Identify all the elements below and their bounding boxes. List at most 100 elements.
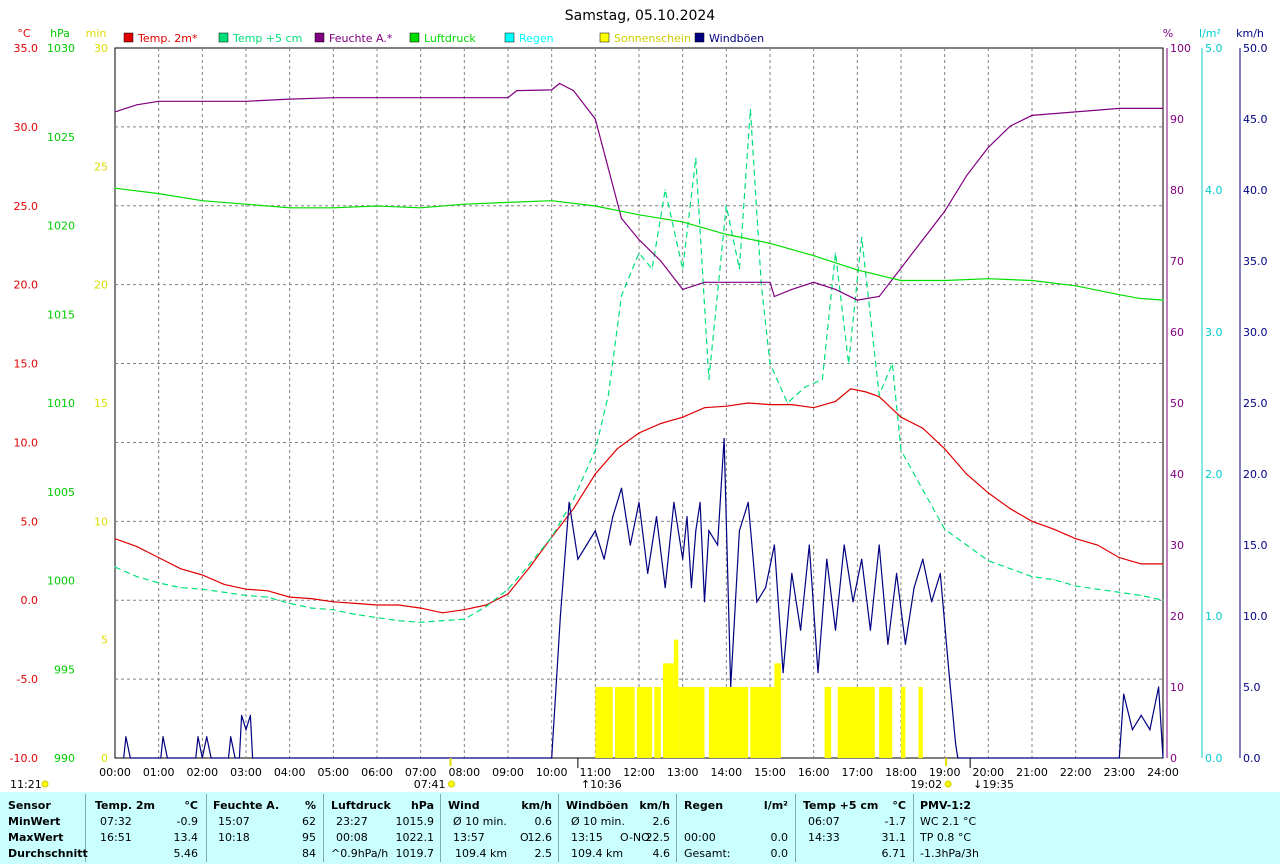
temp5-value: -1.7 <box>884 815 906 828</box>
time-tick-label: 06:00 <box>361 766 393 779</box>
row-label: MinWert <box>8 815 61 828</box>
temp-tick-label: 35.0 <box>14 42 39 55</box>
data-point <box>129 757 131 759</box>
pmv-value: -1.3hPa/3h <box>920 847 979 860</box>
data-point <box>289 207 291 209</box>
humidity-tick-label: 40 <box>1170 468 1184 481</box>
data-point <box>703 407 706 409</box>
data-point <box>957 757 959 759</box>
data-point <box>629 544 631 546</box>
humidity-tick-label: 80 <box>1170 184 1184 197</box>
data-point <box>551 200 553 202</box>
luftdruck-value: 1022.1 <box>395 831 435 844</box>
sunshine-bar <box>678 687 705 758</box>
data-point <box>1031 279 1033 282</box>
data-point <box>529 566 531 568</box>
data-point <box>376 604 378 606</box>
humidity-tick-label: 100 <box>1170 42 1191 55</box>
wind-tick-label: 45.0 <box>1243 113 1268 126</box>
wind-time: 13:57 <box>453 831 485 844</box>
temp-tick-label: 5.0 <box>21 515 39 528</box>
data-point <box>791 288 793 290</box>
feuchte-value: 95 <box>302 831 316 844</box>
data-point <box>1096 544 1099 546</box>
data-point <box>786 402 789 404</box>
data-point <box>922 558 924 560</box>
regen-time: 00:00 <box>684 831 716 844</box>
data-point <box>332 601 334 603</box>
data-point <box>1118 107 1120 109</box>
data-point <box>987 146 989 148</box>
summary-separator <box>323 794 324 862</box>
data-point <box>136 576 138 578</box>
regen-value: 0.0 <box>770 831 789 844</box>
data-point <box>826 558 828 560</box>
pressure-unit: hPa <box>50 27 70 40</box>
data-point <box>638 239 640 241</box>
data-point <box>289 602 291 605</box>
data-point <box>900 416 902 418</box>
data-point <box>516 90 518 92</box>
data-point <box>913 587 915 589</box>
data-point <box>891 363 893 365</box>
sun-unit: min <box>86 27 107 40</box>
data-point <box>948 672 950 674</box>
data-point <box>267 596 269 598</box>
data-point <box>1118 591 1120 593</box>
data-point <box>878 396 880 398</box>
data-point <box>965 544 968 546</box>
wind-value: 2.5 <box>534 847 553 860</box>
data-point <box>420 621 422 623</box>
data-point <box>612 516 614 518</box>
sun-tick-label: 5 <box>101 634 108 647</box>
time-tick-label: 15:00 <box>754 766 786 779</box>
data-point <box>1075 585 1077 587</box>
wind-tick-label: 40.0 <box>1243 184 1268 197</box>
data-point <box>900 449 902 451</box>
pressure-tick-label: 1000 <box>47 575 75 588</box>
row-label: MaxWert <box>8 831 64 844</box>
data-point <box>944 448 946 450</box>
header-regen: Regen <box>684 799 724 812</box>
data-point <box>861 236 863 238</box>
data-point <box>441 620 444 622</box>
data-point <box>725 233 727 235</box>
feuchte-time: 10:18 <box>218 831 250 844</box>
pressure-tick-label: 1025 <box>47 131 75 144</box>
sunshine-bar <box>901 687 906 758</box>
time-tick-label: 21:00 <box>1016 766 1048 779</box>
data-point <box>843 544 845 546</box>
data-point <box>703 281 706 283</box>
pressure-tick-label: 1010 <box>47 397 75 410</box>
sunshine-bar <box>879 687 893 758</box>
sun-tick-label: 10 <box>94 515 108 528</box>
data-point <box>507 97 509 99</box>
data-point <box>725 405 727 407</box>
pressure-tick-label: 995 <box>54 663 75 676</box>
rain-tick-label: 1.0 <box>1205 610 1223 623</box>
data-point <box>856 299 858 301</box>
data-point <box>1162 599 1164 601</box>
feuchte-time: 15:07 <box>218 815 250 828</box>
data-point <box>773 295 776 298</box>
data-point <box>607 168 610 170</box>
axes: 35.0 30.0 25.0 20.0 15.0 10.0 5.0 0.0 -5.0 -10.0 1… <box>10 27 1268 779</box>
data-point <box>332 609 334 611</box>
regen-time: Gesamt: <box>684 847 731 860</box>
data-point <box>878 295 880 298</box>
wind-tick-label: 10.0 <box>1243 610 1268 623</box>
wind-tick-label: 20.0 <box>1243 468 1268 481</box>
moonrise-time: ↑10:36 <box>581 778 622 791</box>
data-point <box>551 89 553 91</box>
data-point <box>749 108 752 111</box>
data-point <box>965 175 968 177</box>
data-point <box>201 757 203 759</box>
data-point <box>955 743 957 745</box>
luftdruck-value: 1015.9 <box>395 815 435 828</box>
data-point <box>900 267 902 269</box>
summary-separator <box>913 794 914 862</box>
humidity-tick-label: 90 <box>1170 113 1184 126</box>
sunshine-bar <box>708 687 749 758</box>
data-point <box>201 200 203 202</box>
data-point <box>944 279 946 282</box>
